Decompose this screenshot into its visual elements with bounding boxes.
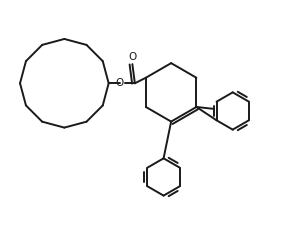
Text: O: O xyxy=(128,52,136,62)
Text: O: O xyxy=(116,78,124,88)
